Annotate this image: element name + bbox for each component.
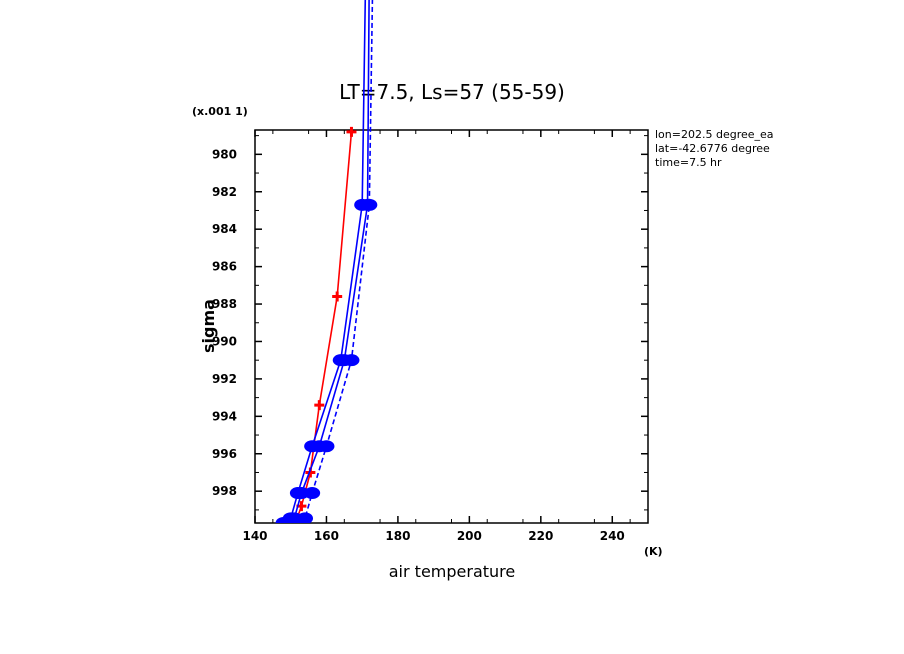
x-axis-title: air temperature bbox=[389, 562, 515, 581]
x-tick-label: 140 bbox=[242, 529, 267, 543]
info-lon: lon=202.5 degree_ea bbox=[655, 128, 774, 141]
info-time: time=7.5 hr bbox=[655, 156, 722, 169]
data-point-marker bbox=[336, 354, 353, 367]
x-axis: 140 160 180 200 220 240 bbox=[242, 130, 631, 543]
x-tick-label: 240 bbox=[600, 529, 625, 543]
data-point-marker bbox=[286, 512, 303, 523]
x-tick-label: 220 bbox=[528, 529, 553, 543]
y-tick-label: 984 bbox=[212, 222, 237, 236]
x-tick-label: 200 bbox=[457, 529, 482, 543]
y-tick-label: 996 bbox=[212, 447, 237, 461]
data-point-marker bbox=[314, 400, 325, 411]
data-point-marker bbox=[293, 487, 310, 500]
x-tick-label: 180 bbox=[385, 529, 410, 543]
y-tick-label: 982 bbox=[212, 185, 237, 199]
info-block: lon=202.5 degree_ea lat=-42.6776 degree … bbox=[655, 128, 774, 169]
y-tick-label: 990 bbox=[212, 334, 237, 348]
x-unit-label: (K) bbox=[644, 545, 663, 558]
y-tick-label: 980 bbox=[212, 147, 237, 161]
chart-title: LT=7.5, Ls=57 (55-59) bbox=[339, 80, 565, 104]
y-axis-title: sigma bbox=[199, 299, 218, 353]
series-line-0 bbox=[295, 131, 353, 522]
data-point-marker bbox=[311, 440, 328, 453]
info-lat: lat=-42.6776 degree bbox=[655, 142, 770, 155]
y-tick-label: 986 bbox=[212, 260, 237, 274]
x-tick-label: 160 bbox=[314, 529, 339, 543]
series-layer bbox=[275, 0, 378, 523]
y-tick-label: 998 bbox=[212, 484, 237, 498]
y-tick-label: 994 bbox=[212, 409, 237, 423]
plot-frame bbox=[254, 129, 649, 524]
y-scale-label: (x.001 1) bbox=[192, 105, 248, 118]
y-tick-label: 992 bbox=[212, 372, 237, 386]
data-point-marker bbox=[346, 126, 357, 137]
data-point-marker bbox=[332, 291, 343, 302]
y-tick-label: 988 bbox=[212, 297, 237, 311]
y-axis: 980 982 984 986 988 990 992 994 996 998 bbox=[212, 135, 648, 511]
data-point-marker bbox=[359, 198, 376, 211]
